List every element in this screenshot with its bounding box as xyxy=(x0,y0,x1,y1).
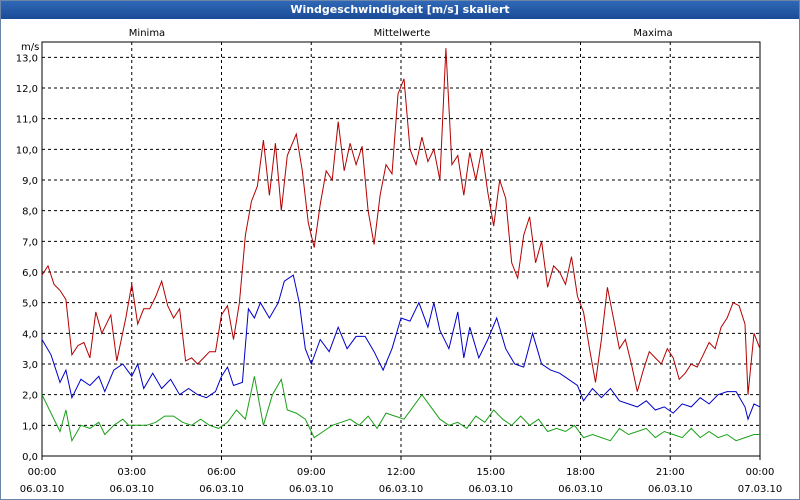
x-tick-time: 00:00 xyxy=(746,467,775,478)
x-tick-date: 06.03.10 xyxy=(648,484,693,495)
series-line-max xyxy=(41,48,761,395)
x-tick-time: 00:00 xyxy=(28,467,57,478)
legend-mittelwerte: Mittelwerte xyxy=(374,28,431,39)
x-tick-time: 03:00 xyxy=(117,467,146,478)
x-tick-time: 06:00 xyxy=(207,467,236,478)
x-tick-date: 06.03.10 xyxy=(199,484,244,495)
grid-lines xyxy=(41,41,761,460)
series-layer xyxy=(41,48,761,443)
y-tick-label: 6,0 xyxy=(22,268,38,279)
x-tick-date: 06.03.10 xyxy=(379,484,424,495)
x-tick-date: 06.03.10 xyxy=(289,484,334,495)
x-tick-date: 06.03.10 xyxy=(109,484,154,495)
y-tick-label: 10,0 xyxy=(16,145,38,156)
x-tick-date: 07.03.10 xyxy=(738,484,783,495)
x-tick-time: 21:00 xyxy=(656,467,685,478)
wind-speed-chart: 0,0 1,0 2,0 3,0 4,0 5,0 6,0 7,0 8,0 9,0 10,0 11,0 12… xyxy=(16,28,783,495)
x-tick-time: 09:00 xyxy=(297,467,326,478)
y-tick-label: 9,0 xyxy=(22,176,38,187)
y-tick-label: 1,0 xyxy=(22,421,38,432)
y-tick-label: 8,0 xyxy=(22,207,38,218)
y-tick-label: 2,0 xyxy=(22,391,38,402)
series-line-avg xyxy=(41,274,761,421)
y-tick-label: 4,0 xyxy=(22,329,38,340)
x-tick-date: 06.03.10 xyxy=(468,484,513,495)
y-tick-label: 7,0 xyxy=(22,237,38,248)
series-line-min xyxy=(41,376,760,443)
legend-maxima: Maxima xyxy=(633,28,672,39)
y-tick-label: 0,0 xyxy=(22,452,38,463)
x-tick-time: 18:00 xyxy=(566,467,595,478)
y-tick-label: 11,0 xyxy=(16,115,38,126)
x-tick-time: 12:00 xyxy=(387,467,416,478)
y-tick-label: 13,0 xyxy=(16,53,38,64)
y-tick-label: 3,0 xyxy=(22,360,38,371)
legend-minima: Minima xyxy=(129,28,165,39)
plot-frame xyxy=(41,41,761,457)
axis-labels: 0,0 1,0 2,0 3,0 4,0 5,0 6,0 7,0 8,0 9,0 10,0 11,0 12… xyxy=(16,53,783,495)
x-tick-date: 06.03.10 xyxy=(20,484,65,495)
y-tick-label: 12,0 xyxy=(16,84,38,95)
y-tick-label: 5,0 xyxy=(22,299,38,310)
y-axis-label: m/s xyxy=(21,42,39,53)
x-tick-date: 06.03.10 xyxy=(558,484,603,495)
window-title: Windgeschwindigkeit [m/s] skaliert xyxy=(1,1,799,19)
x-tick-time: 15:00 xyxy=(476,467,505,478)
